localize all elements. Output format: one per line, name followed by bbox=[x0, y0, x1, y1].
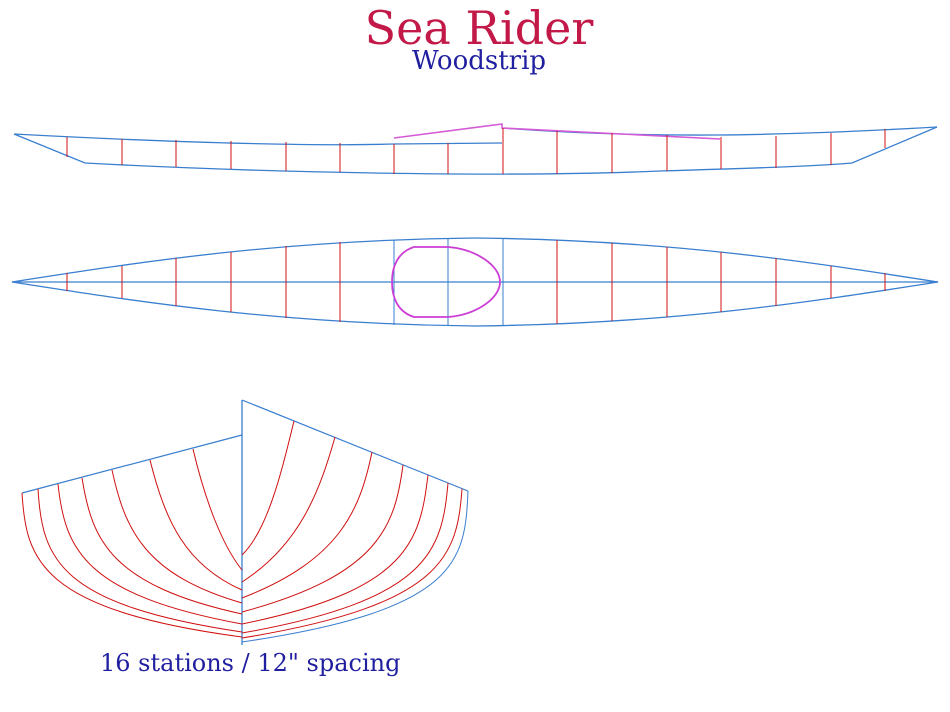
body-plan-sheer-right bbox=[241, 399, 469, 492]
plan-stations bbox=[66, 240, 886, 324]
body-plan-sheer-left bbox=[21, 434, 243, 494]
station-spacing-caption: 16 stations / 12" spacing bbox=[100, 649, 401, 677]
plan-view bbox=[11, 237, 939, 327]
body-plan-outer-hull bbox=[241, 490, 469, 643]
profile-stations bbox=[66, 128, 886, 174]
profile-cockpit-coaming bbox=[393, 123, 721, 140]
diagram-title: Sea Rider bbox=[364, 1, 594, 55]
body-plan-sections bbox=[21, 420, 463, 639]
cockpit-outline bbox=[391, 246, 501, 318]
profile-view bbox=[13, 123, 938, 175]
body-plan-view bbox=[21, 399, 469, 645]
plan-cockpit-frame bbox=[393, 238, 504, 326]
diagram-subtitle: Woodstrip bbox=[411, 46, 547, 76]
profile-keel-line bbox=[13, 126, 938, 175]
profile-sheer-line bbox=[13, 126, 938, 146]
